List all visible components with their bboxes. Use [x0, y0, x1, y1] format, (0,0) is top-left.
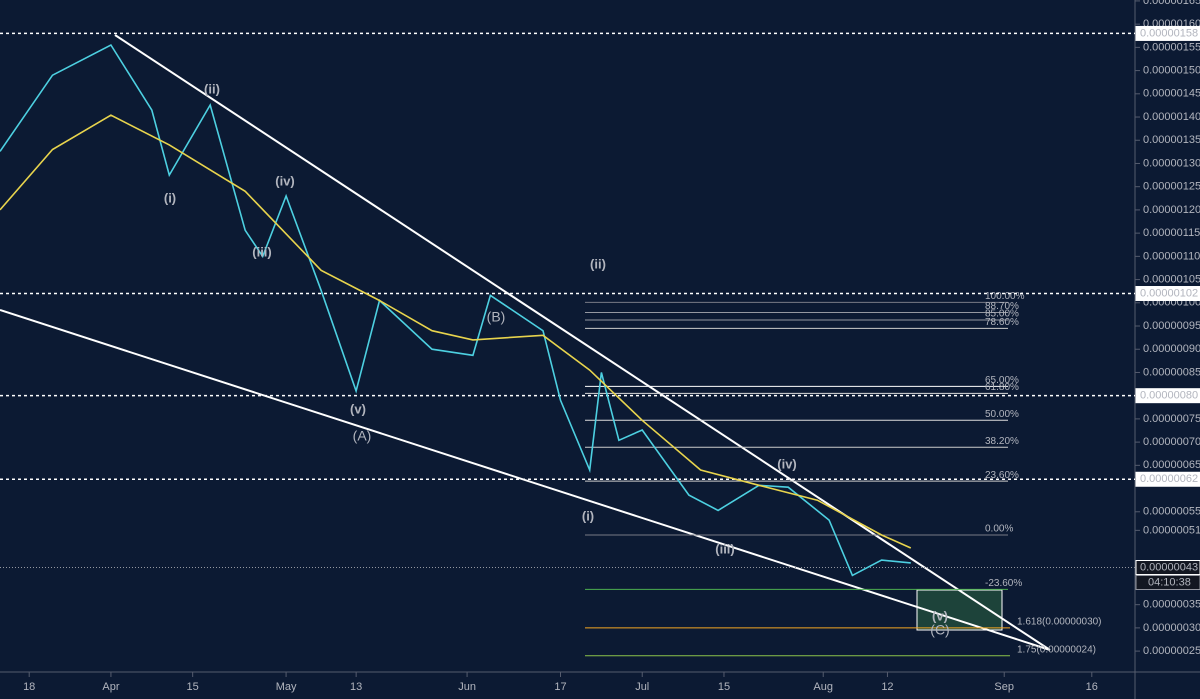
x-tick-label: Jun: [458, 681, 476, 693]
y-tick-label: 0.00000051: [1143, 524, 1200, 536]
fib-label: 23.60%: [985, 470, 1019, 481]
y-tick-label: 0.00000090: [1143, 343, 1200, 355]
fib-label: 0.00%: [985, 524, 1013, 535]
fib-label: 65.00%: [985, 375, 1019, 386]
price-box: [1135, 286, 1200, 302]
price-box-label: 0.00000158: [1140, 27, 1198, 39]
wave-label: (A): [353, 428, 372, 444]
y-tick-label: 0.00000095: [1143, 320, 1200, 332]
fib-label: 1.618(0.00000030): [1017, 617, 1102, 628]
fib-label: -23.60%: [985, 578, 1022, 589]
y-tick-label: 0.00000065: [1143, 459, 1200, 471]
x-tick-label: Jul: [635, 681, 649, 693]
price-box-label: 0.00000102: [1140, 287, 1198, 299]
wave-label: (v): [350, 401, 366, 416]
fib-label: 50.00%: [985, 409, 1019, 420]
fib-label: 1.75(0.00000024): [1017, 644, 1096, 655]
y-tick-label: 0.00000075: [1143, 413, 1200, 425]
x-tick-label: 16: [1086, 681, 1098, 693]
price-box: [1135, 471, 1200, 487]
y-tick-label: 0.00000105: [1143, 273, 1200, 285]
wave-label: (iii): [252, 244, 272, 259]
price-box-label: 0.00000080: [1140, 390, 1198, 402]
countdown-box: [1135, 575, 1200, 591]
price-line: [0, 43, 911, 577]
y-tick-label: 0.00000055: [1143, 506, 1200, 518]
wave-label: (iv): [275, 173, 295, 188]
fib-label: 38.20%: [985, 436, 1019, 447]
y-tick-label: 0.00000025: [1143, 645, 1200, 657]
x-tick-label: May: [276, 681, 297, 693]
price-line: [0, 114, 912, 549]
wave-label: (v): [932, 608, 948, 623]
x-tick-label: 15: [718, 681, 730, 693]
x-tick-label: Apr: [102, 681, 119, 693]
x-tick-label: 17: [554, 681, 566, 693]
fib-label: 88.70%: [985, 301, 1019, 312]
upper-trendline: [114, 34, 1051, 651]
wave-label: (ii): [590, 256, 606, 271]
fib-label: 61.80%: [985, 382, 1019, 393]
y-tick-label: 0.00000110: [1143, 250, 1200, 262]
y-tick-label: 0.00000120: [1143, 204, 1200, 216]
y-tick-label: 0.00000140: [1143, 111, 1200, 123]
y-tick-label: 0.00000135: [1143, 134, 1200, 146]
wave-label: (B): [487, 309, 506, 325]
x-tick-label: 15: [187, 681, 199, 693]
wave-label: (C): [930, 622, 949, 638]
y-tick-label: 0.00000165: [1143, 0, 1200, 7]
wave-label: (iii): [715, 541, 735, 556]
price-box-label: 0.00000062: [1140, 473, 1198, 485]
wave-label: (i): [164, 190, 176, 205]
wave-label: (ii): [204, 81, 220, 96]
price-box: [1135, 560, 1200, 576]
x-tick-label: 12: [881, 681, 893, 693]
y-tick-label: 0.00000125: [1143, 181, 1200, 193]
y-tick-label: 0.00000070: [1143, 436, 1200, 448]
y-tick-label: 0.00000085: [1143, 366, 1200, 378]
x-tick-label: Sep: [994, 681, 1014, 693]
y-tick-label: 0.00000155: [1143, 41, 1200, 53]
x-tick-label: 18: [23, 681, 35, 693]
x-tick-label: 13: [350, 681, 362, 693]
y-tick-label: 0.00000145: [1143, 88, 1200, 100]
fib-label: 100.00%: [985, 291, 1025, 302]
countdown: 04:10:38: [1148, 576, 1191, 588]
price-box-label: 0.00000043: [1140, 561, 1198, 573]
fib-label: 78.60%: [985, 317, 1019, 328]
y-tick-label: 0.00000115: [1143, 227, 1200, 239]
wave-label: (i): [582, 508, 594, 523]
fib-label: 85.00%: [985, 309, 1019, 320]
x-tick-label: Aug: [813, 681, 833, 693]
price-box: [1135, 25, 1200, 41]
y-tick-label: 0.00000035: [1143, 599, 1200, 611]
price-box: [1135, 388, 1200, 404]
y-tick-label: 0.00000130: [1143, 157, 1200, 169]
y-tick-label: 0.00000150: [1143, 64, 1200, 76]
wave-label: (iv): [777, 456, 797, 471]
y-tick-label: 0.00000030: [1143, 622, 1200, 634]
